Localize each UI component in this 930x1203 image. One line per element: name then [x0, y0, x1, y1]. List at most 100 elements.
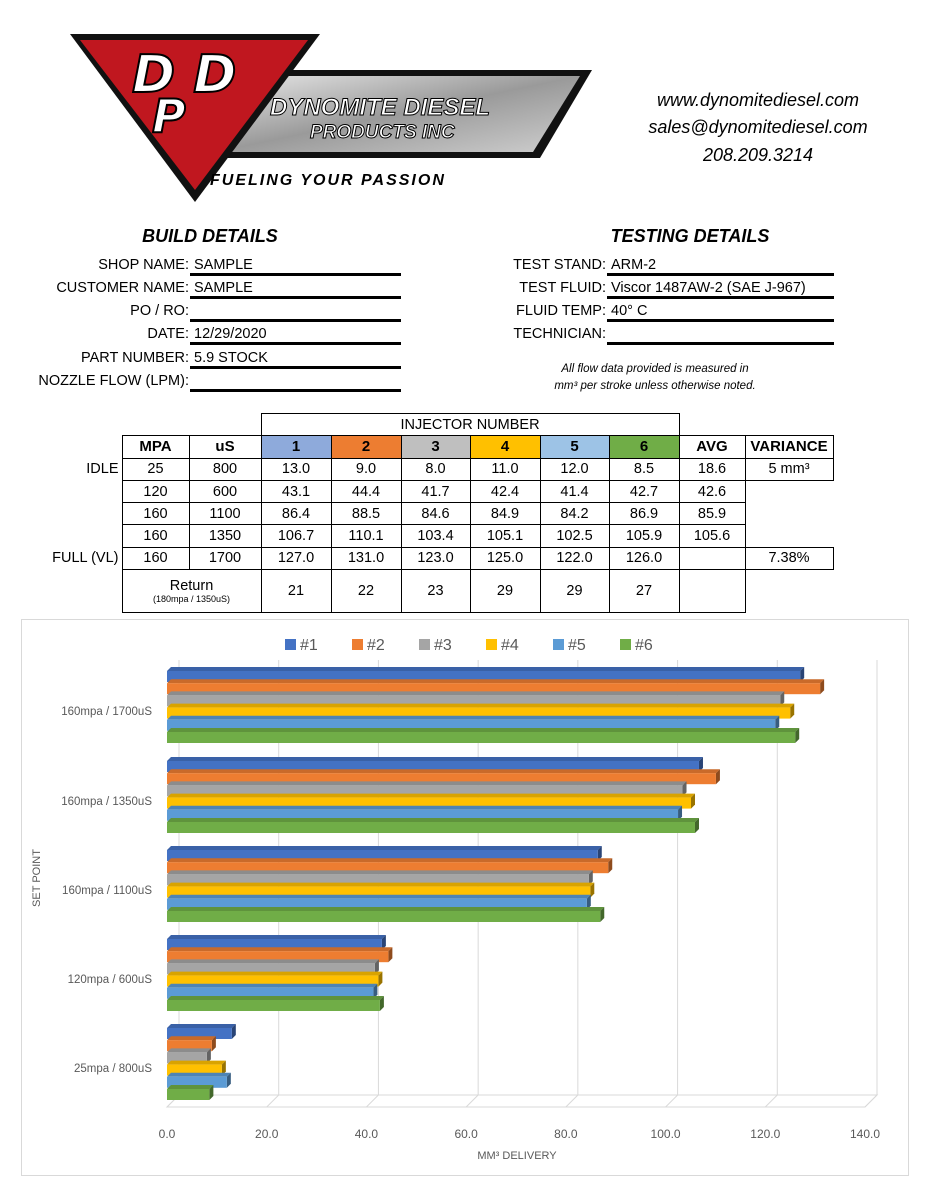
legend-label: #1 [300, 637, 318, 654]
testing-details-title: TESTING DETAILS [610, 226, 770, 246]
bar-series-6 [167, 818, 699, 833]
bar-series-5 [167, 983, 378, 999]
bar-series-4 [167, 703, 795, 719]
field-row: FLUID TEMP: 40° C [0, 299, 834, 322]
legend-swatch [419, 639, 430, 650]
row-label [40, 503, 122, 525]
return-value: 22 [330, 569, 402, 614]
bar-series-1 [167, 935, 386, 950]
column-header: uS [188, 435, 262, 459]
row-label: IDLE [86, 461, 119, 478]
floor-gridline [366, 1094, 379, 1108]
table-cell: 102.5 [539, 524, 610, 548]
table-cell [745, 525, 833, 547]
x-tick-label: 60.0 [454, 1127, 478, 1141]
column-header: 1 [260, 435, 332, 459]
table-cell: 7.38% [744, 546, 834, 571]
table-row: FULL (VL) 160 1700 127.0 131.0 123.0 125.0 122.… [40, 546, 834, 571]
bar-series-2 [167, 947, 393, 963]
field-label: TECHNICIAN: [513, 326, 606, 342]
bar-series-4 [167, 971, 383, 987]
table-cell: 800 [188, 457, 262, 481]
field-label: DATE: [147, 326, 189, 342]
floor-gridline [266, 1094, 280, 1108]
bar-series-3 [167, 959, 379, 975]
row-label [40, 480, 122, 502]
field-row: SHOP NAME: SAMPLE [0, 253, 401, 276]
bar-series-2 [167, 769, 720, 785]
bar-series-6 [167, 907, 605, 922]
table-cell: 8.5 [608, 457, 680, 481]
table-cell: 86.9 [608, 502, 680, 526]
field-value[interactable]: 5.9 STOCK [194, 350, 268, 366]
bar-series-4 [167, 882, 595, 898]
x-tick-label: 120.0 [750, 1127, 780, 1141]
delivery-chart: 0.0 20.0 40.0 60.0 80.0 100.0 120.0 140.0 160mpa… [21, 619, 909, 1176]
y-category-label: 160mpa / 1700uS [61, 706, 152, 718]
y-category-label: 160mpa / 1350uS [61, 796, 152, 808]
field-underline [190, 389, 401, 392]
return-value: 23 [400, 569, 471, 614]
field-row: DATE: 12/29/2020 [0, 322, 401, 345]
column-header: 3 [400, 435, 471, 459]
table-cell: 160 [121, 502, 190, 526]
table-cell: 9.0 [330, 457, 402, 481]
bar-series-6 [167, 1085, 214, 1100]
bar-series-5 [167, 805, 683, 821]
x-tick-label: 140.0 [850, 1127, 880, 1141]
return-value: 29 [469, 569, 541, 614]
field-value[interactable]: Viscor 1487AW-2 (SAE J-967) [611, 280, 806, 296]
field-underline [190, 319, 401, 322]
table-cell: 1100 [188, 502, 262, 526]
bar-series-1 [167, 1024, 236, 1039]
column-header: VARIANCE [744, 435, 834, 459]
table-cell: 85.9 [678, 502, 746, 526]
legend-label: #3 [434, 637, 452, 654]
bar-series-5 [167, 715, 780, 731]
y-category-label: 120mpa / 600uS [68, 974, 153, 986]
table-cell: 160 [121, 524, 190, 548]
svg-text:P: P [152, 89, 186, 143]
field-label: FLUID TEMP: [516, 303, 606, 319]
logo-tagline: FUELING YOUR PASSION [210, 172, 446, 189]
legend-label: #2 [367, 637, 385, 654]
field-value[interactable]: 40° C [611, 303, 648, 319]
company-logo: D D P DYNOMITE DIESEL PRODUCTS INC FUELI… [70, 34, 592, 202]
field-underline [190, 296, 401, 299]
legend-swatch [352, 639, 363, 650]
chart-floor [165, 1094, 879, 1108]
bar-series-1 [167, 846, 602, 861]
field-value[interactable]: ARM-2 [611, 257, 657, 273]
field-value[interactable]: SAMPLE [194, 257, 253, 273]
table-cell: 600 [188, 479, 262, 504]
flow-note-line2: mm³ per stroke unless otherwise noted. [554, 380, 756, 392]
table-cell: 106.7 [260, 524, 332, 548]
return-row: Return (180mpa / 1350uS) 21 22 23 29 29 27 [40, 569, 833, 614]
table-cell: 42.6 [678, 479, 746, 504]
field-label: PO / RO: [130, 303, 189, 319]
email-link[interactable]: sales@dynomitediesel.com [648, 117, 868, 137]
legend-swatch [285, 639, 296, 650]
logo-name-line2: PRODUCTS INC [310, 122, 455, 143]
table-cell: 8.0 [400, 457, 471, 481]
field-label: TEST FLUID: [519, 280, 606, 296]
chart-svg: 0.0 20.0 40.0 60.0 80.0 100.0 120.0 140.0 160mpa… [31, 637, 880, 1162]
bar-series-5 [167, 894, 591, 910]
floor-gridline [764, 1094, 778, 1108]
table-cell: 110.1 [330, 524, 402, 548]
y-axis-title: SET POINT [31, 849, 43, 907]
field-label: NOZZLE FLOW (LPM): [38, 373, 189, 389]
table-cell: 44.4 [330, 479, 402, 504]
field-value[interactable]: 12/29/2020 [194, 326, 267, 342]
website-link[interactable]: www.dynomitediesel.com [656, 90, 860, 110]
return-value: 21 [260, 569, 332, 614]
field-row: CUSTOMER NAME: SAMPLE [0, 276, 401, 299]
table-cell: 86.4 [260, 502, 332, 526]
floor-gridline [465, 1094, 479, 1108]
table-cell: 41.4 [539, 479, 610, 504]
field-row: PART NUMBER: 5.9 STOCK [0, 346, 401, 369]
table-row: 120 600 43.1 44.4 41.7 42.4 41.4 42.7 42.6 [40, 479, 833, 504]
x-axis-title: MM³ DELIVERY [477, 1150, 557, 1162]
return-label: Return [169, 578, 214, 595]
field-value[interactable]: SAMPLE [194, 280, 253, 296]
